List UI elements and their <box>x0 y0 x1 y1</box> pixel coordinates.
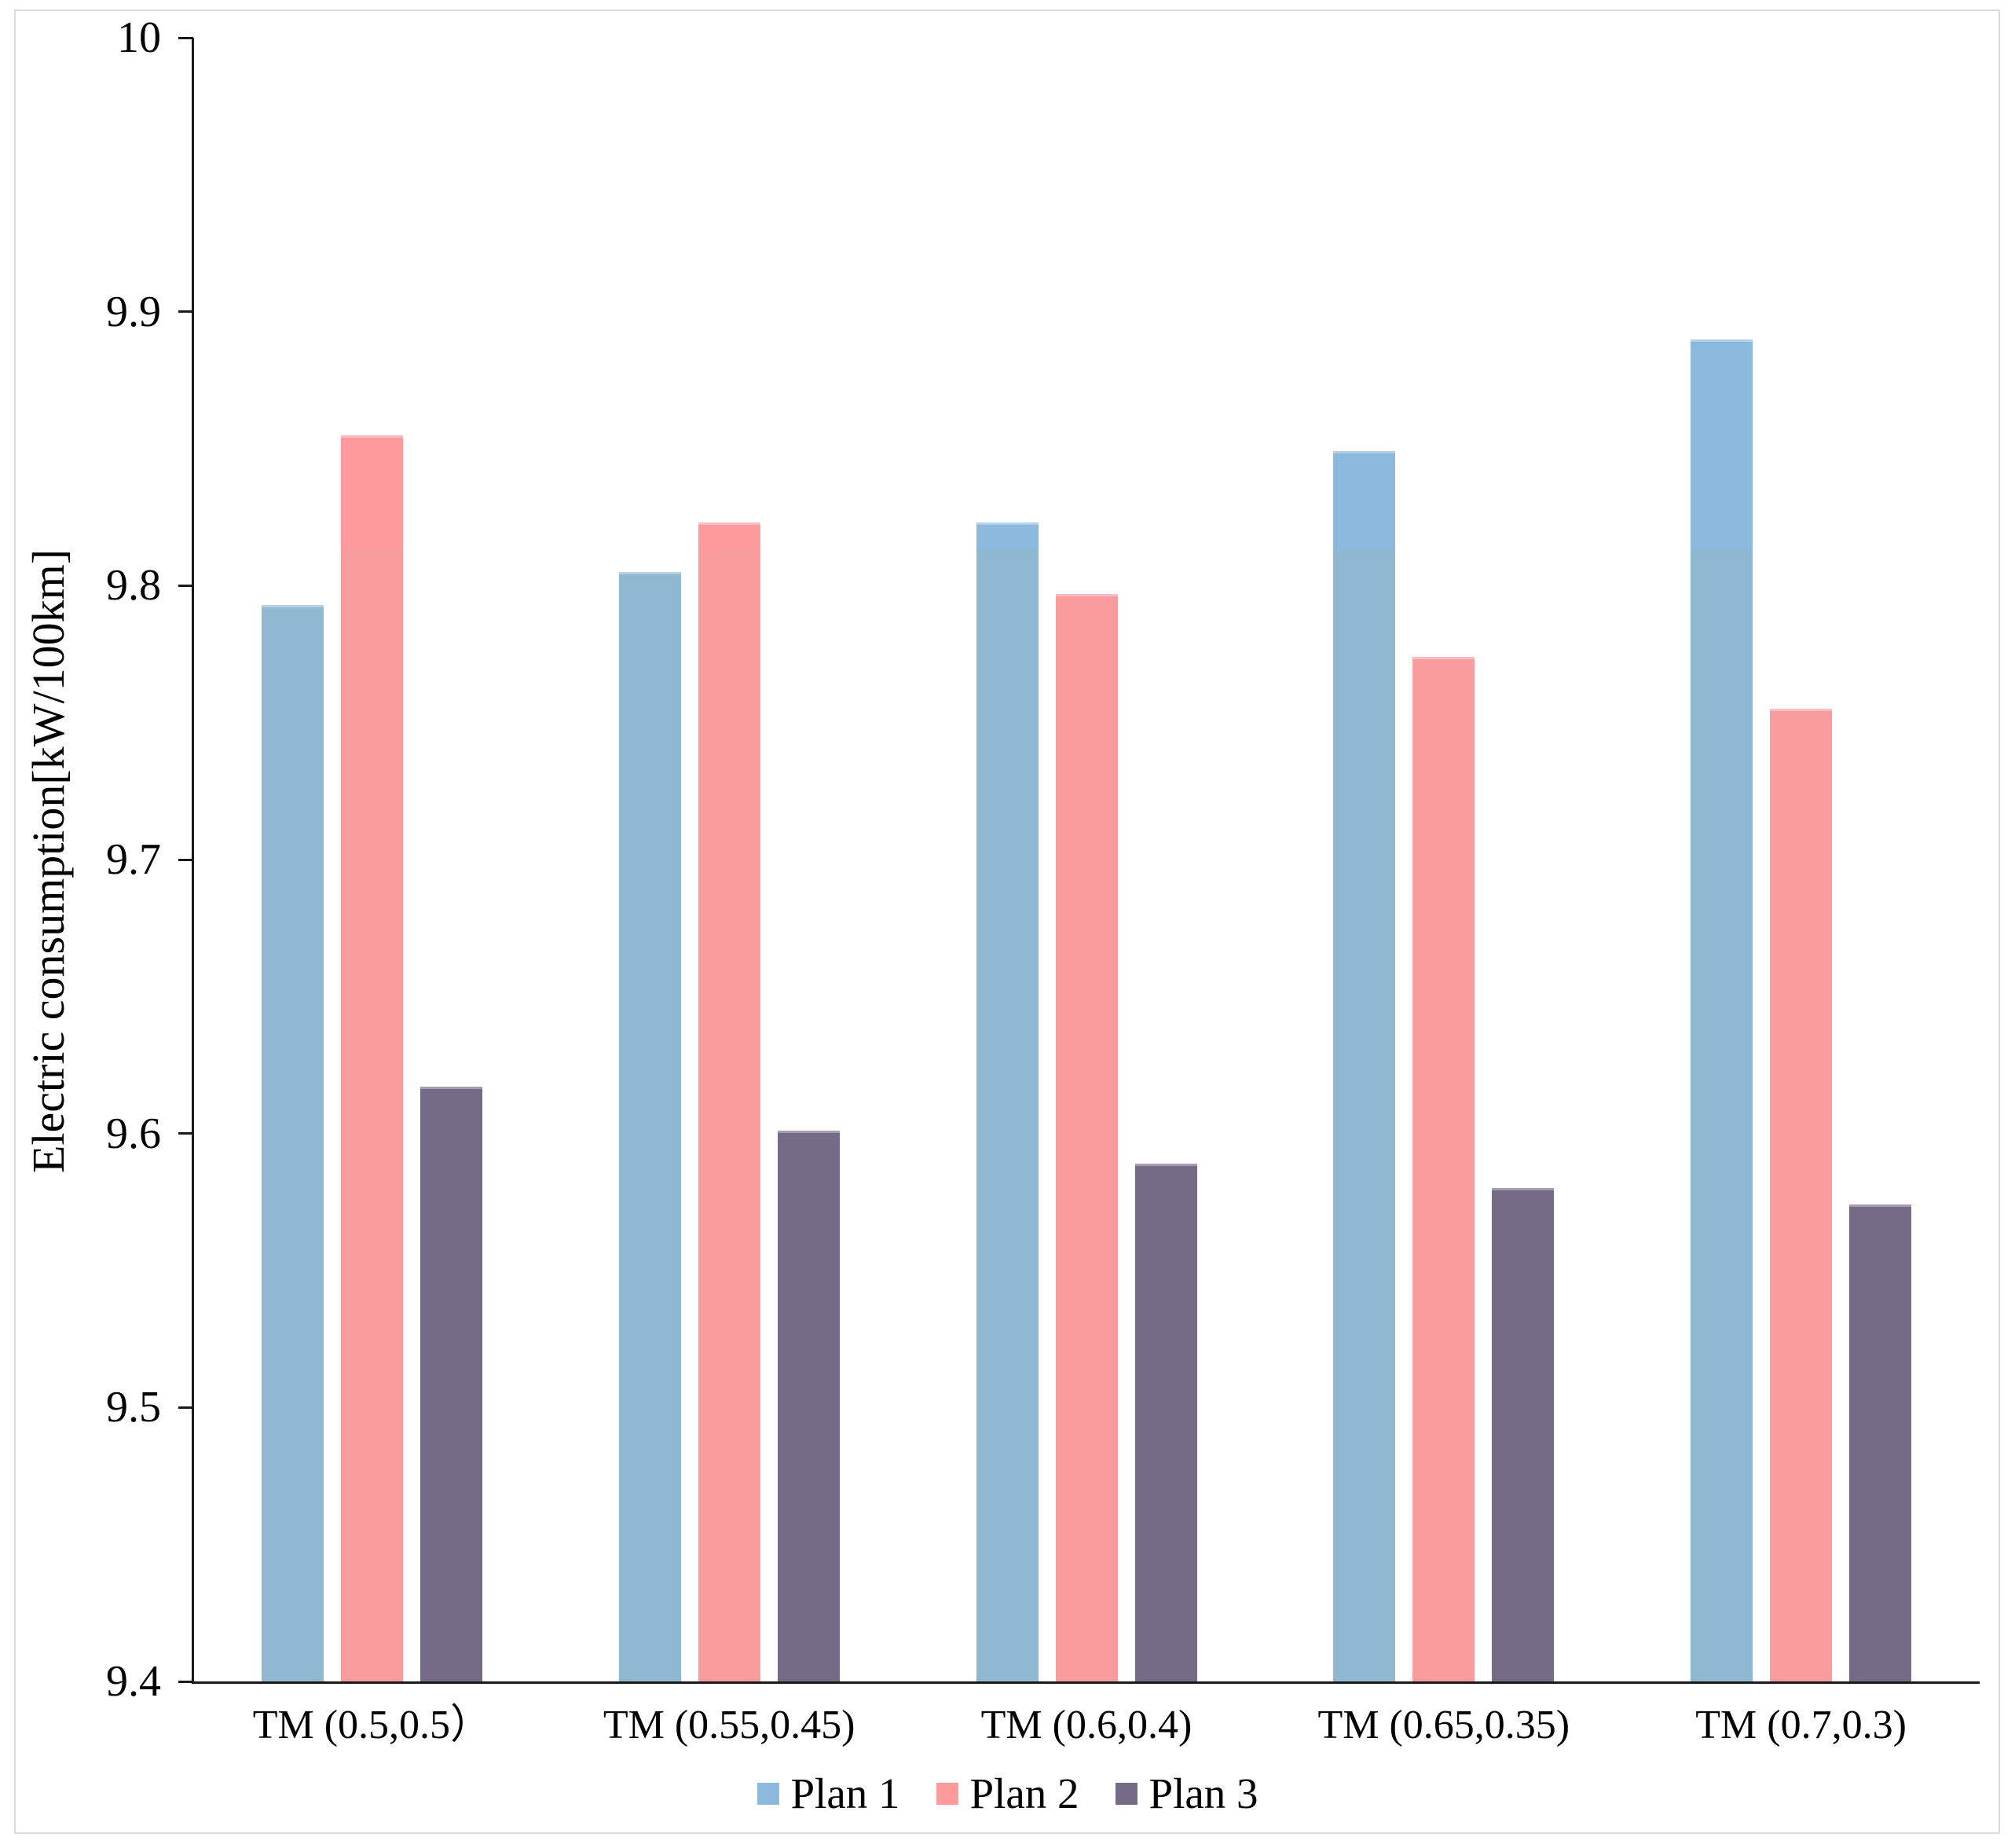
y-tick-label: 9.9 <box>106 287 161 336</box>
x-tick-label-group4: TM (0.65,0.35) <box>1317 1703 1570 1747</box>
y-tick-mark <box>178 310 193 314</box>
bar-plan1-group4 <box>1333 451 1396 550</box>
x-tick-label-group5: TM (0.7,0.3) <box>1695 1703 1907 1747</box>
bar-plan2-group2 <box>698 550 760 1681</box>
legend-label: Plan 3 <box>1149 1769 1258 1817</box>
bar-plan2-group1 <box>340 434 403 550</box>
y-tick-label: 10 <box>117 13 161 62</box>
x-tick-label-group1: TM (0.5,0.5） <box>252 1703 492 1747</box>
legend-item-plan3: Plan 3 <box>1115 1768 1258 1820</box>
bar-plan1-group5 <box>1691 550 1753 1681</box>
y-tick-label: 9.7 <box>106 835 161 884</box>
bar-top-edge <box>1770 709 1833 712</box>
bar-top-edge <box>618 571 681 574</box>
legend-item-plan2: Plan 2 <box>936 1768 1079 1820</box>
bar-plan3-group5 <box>1849 1204 1912 1681</box>
bar-plan3-group3 <box>1134 1164 1197 1681</box>
bar-top-edge <box>340 434 403 438</box>
bar-top-edge <box>1412 656 1475 659</box>
legend-item-plan1: Plan 1 <box>757 1768 899 1820</box>
legend-swatch <box>1115 1783 1138 1805</box>
bar-top-edge <box>698 522 760 526</box>
bar-top-edge <box>976 522 1039 526</box>
bar-top-edge <box>261 604 324 607</box>
bar-plan3-group2 <box>777 1131 840 1681</box>
legend: Plan 1 Plan 2 Plan 3 <box>757 1768 1258 1820</box>
bar-top-edge <box>777 1131 840 1134</box>
y-axis-line <box>192 38 194 1684</box>
y-tick-mark <box>178 858 193 861</box>
bar-plan1-group3 <box>976 522 1039 550</box>
bar-top-edge <box>1691 339 1753 342</box>
legend-swatch <box>936 1783 958 1805</box>
bar-top-edge <box>1134 1164 1197 1167</box>
bar-top-edge <box>1333 451 1396 454</box>
y-tick-mark <box>178 36 193 39</box>
bar-plan2-group5 <box>1770 709 1833 1681</box>
y-tick-label: 9.4 <box>106 1657 161 1706</box>
y-tick-label: 9.5 <box>106 1383 161 1432</box>
bar-top-edge <box>419 1087 482 1090</box>
y-tick-label: 9.8 <box>106 561 161 610</box>
x-tick-label-group2: TM (0.55,0.45) <box>603 1703 855 1747</box>
bar-plan1-group3 <box>976 550 1039 1681</box>
bar-plan3-group4 <box>1492 1188 1555 1681</box>
legend-label: Plan 2 <box>969 1769 1079 1817</box>
bar-top-edge <box>1055 593 1118 596</box>
bar-plan1-group5 <box>1691 339 1753 550</box>
y-tick-mark <box>178 1406 193 1409</box>
bar-plan3-group1 <box>419 1087 482 1681</box>
y-tick-label: 9.6 <box>106 1109 161 1158</box>
y-tick-mark <box>178 1680 193 1683</box>
x-axis-line <box>192 1681 1980 1684</box>
bar-plan2-group2 <box>698 522 760 550</box>
bar-plan2-group3 <box>1055 593 1118 1681</box>
bar-plan1-group2 <box>618 571 681 1681</box>
y-tick-mark <box>178 1132 193 1135</box>
bar-plan1-group1 <box>261 604 324 1681</box>
legend-swatch <box>757 1783 779 1805</box>
bar-top-edge <box>1492 1188 1555 1191</box>
bar-top-edge <box>1849 1204 1912 1208</box>
y-tick-mark <box>178 584 193 587</box>
bar-plan2-group4 <box>1412 656 1475 1681</box>
bar-plan2-group1 <box>340 550 403 1681</box>
bar-plan1-group4 <box>1333 550 1396 1681</box>
legend-label: Plan 1 <box>790 1769 900 1817</box>
x-tick-label-group3: TM (0.6,0.4) <box>980 1703 1193 1747</box>
